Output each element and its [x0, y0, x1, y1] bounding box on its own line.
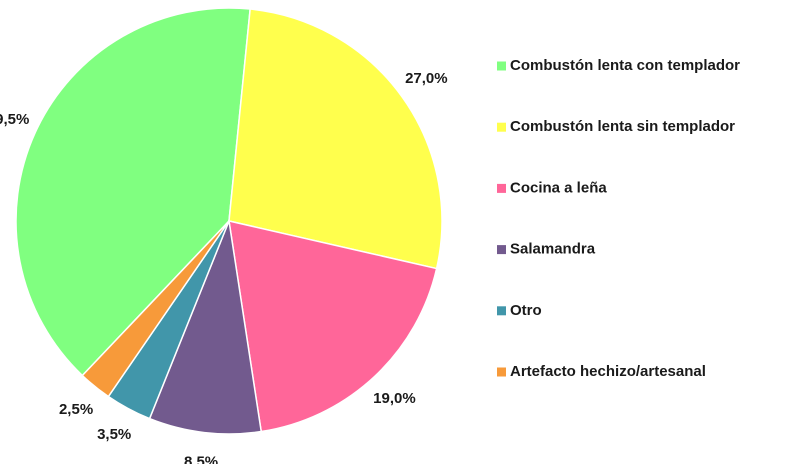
pie-slice	[81, 220, 230, 398]
legend-label: Cocina a leña	[510, 179, 607, 196]
pie-slice	[228, 8, 443, 270]
legend-swatch	[497, 61, 506, 71]
data-label: 8,5%	[184, 453, 218, 464]
legend-label: Otro	[510, 302, 542, 319]
pie-slice	[148, 218, 263, 435]
legend-swatch	[497, 367, 506, 377]
legend-label: Artefacto hechizo/artesanal	[510, 363, 706, 380]
data-label: 19,0%	[373, 390, 416, 407]
pie-slice	[15, 7, 251, 377]
legend-label: Combustón lenta con templador	[510, 57, 740, 74]
data-label: 39,5%	[0, 111, 29, 128]
data-label: 2,5%	[59, 401, 93, 418]
data-label: 3,5%	[97, 426, 131, 443]
legend-label: Salamandra	[510, 241, 596, 258]
pie-slice	[228, 220, 438, 433]
legend-swatch	[497, 183, 506, 193]
data-label: 27,0%	[405, 70, 448, 87]
legend-label: Combustón lenta sin templador	[510, 118, 735, 135]
legend-swatch	[497, 245, 506, 255]
legend-swatch	[497, 122, 506, 132]
legend-swatch	[497, 306, 506, 316]
